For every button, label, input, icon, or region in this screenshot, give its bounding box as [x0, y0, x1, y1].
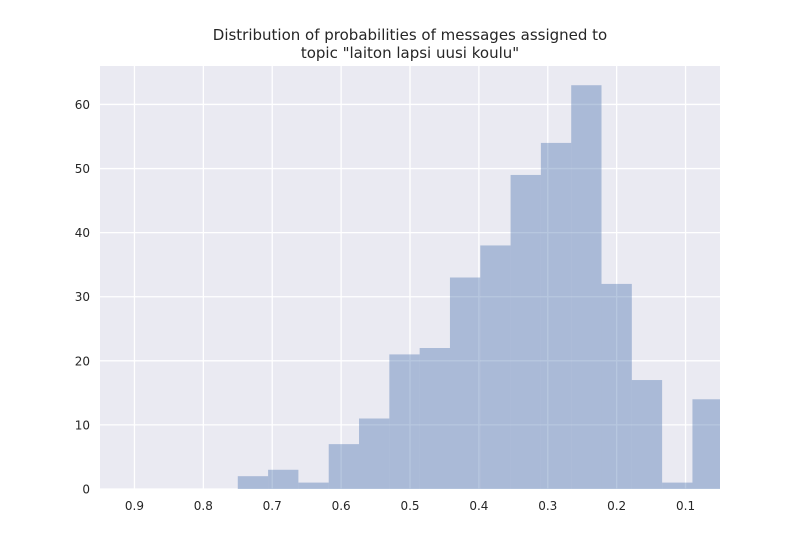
- x-tick-label: 0.2: [607, 499, 626, 513]
- histogram-bar-13: [631, 380, 663, 489]
- y-tick-label: 20: [75, 354, 90, 368]
- histogram-bar-12: [601, 283, 632, 489]
- histogram-bars: [237, 85, 720, 490]
- x-tick-label: 0.3: [538, 499, 557, 513]
- x-tick-label: 0.6: [332, 499, 351, 513]
- histogram-bar-4: [359, 418, 390, 489]
- y-tick-label: 50: [75, 162, 90, 176]
- histogram-bar-15: [692, 399, 720, 489]
- histogram-bar-8: [480, 245, 511, 489]
- x-tick-label: 0.8: [194, 499, 213, 513]
- histogram-bar-7: [449, 277, 481, 489]
- y-tick-label: 40: [75, 226, 90, 240]
- y-tick-label: 0: [82, 483, 90, 497]
- histogram-bar-3: [328, 444, 360, 489]
- histogram-bar-5: [389, 354, 420, 489]
- histogram-bar-14: [662, 482, 693, 489]
- y-axis-ticks: 0 10 20 30 40 50 60: [75, 98, 90, 497]
- x-axis-ticks: 0.9 0.8 0.7 0.6 0.5 0.4 0.3 0.2 0.1: [125, 499, 695, 513]
- histogram-bar-2: [298, 482, 329, 489]
- y-tick-label: 30: [75, 290, 90, 304]
- x-tick-label: 0.7: [263, 499, 282, 513]
- x-tick-label: 0.1: [676, 499, 695, 513]
- histogram-bar-10: [540, 142, 572, 489]
- histogram-bar-11: [571, 85, 602, 490]
- x-tick-label: 0.5: [400, 499, 419, 513]
- y-tick-label: 60: [75, 98, 90, 112]
- grid-lines: [100, 66, 720, 490]
- chart-title-line-2: topic "laiton lapsi uusi koulu": [301, 44, 519, 62]
- chart-title-line-1: Distribution of probabilities of message…: [213, 26, 607, 44]
- y-tick-label: 10: [75, 418, 90, 432]
- histogram-bar-9: [510, 174, 541, 490]
- histogram-bar-6: [419, 348, 450, 489]
- x-tick-label: 0.9: [125, 499, 144, 513]
- histogram-bar-0: [237, 476, 269, 489]
- x-tick-label: 0.4: [469, 499, 488, 513]
- histogram-bar-1: [268, 469, 299, 489]
